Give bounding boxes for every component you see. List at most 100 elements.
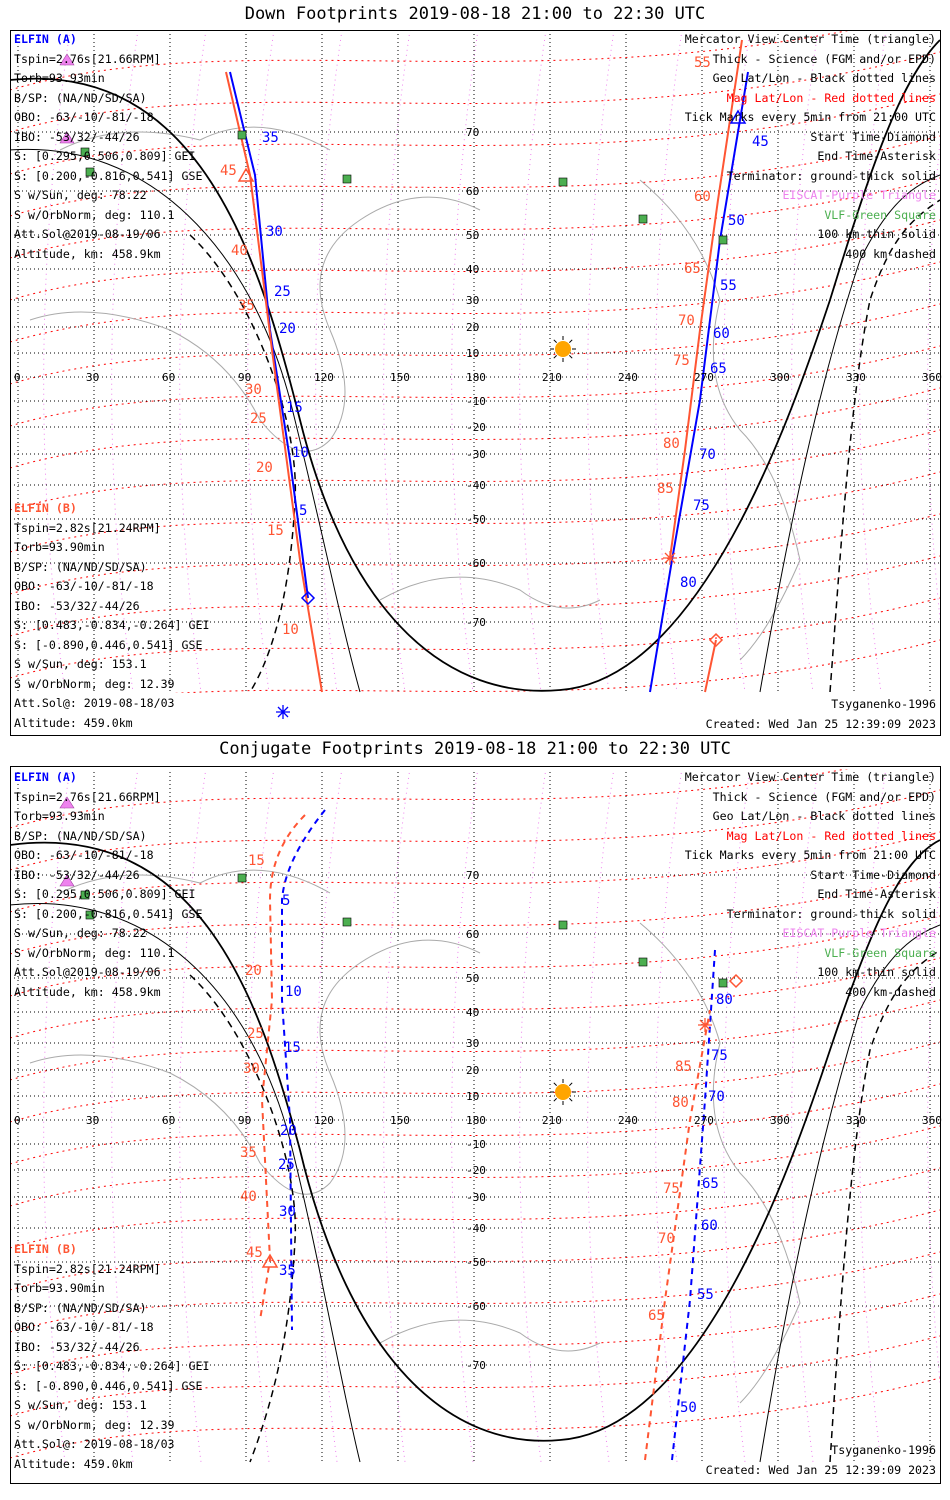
elfin-b-track-left bbox=[259, 814, 306, 1321]
eiscat-triangle-icon bbox=[59, 796, 75, 809]
elfin-b-tick-label: 30 bbox=[245, 382, 262, 398]
elfin-a-info-line: B/SP: (NA/ND/SD/SA) bbox=[14, 90, 147, 105]
elfin-a-info-line: S: [0.200,-0.816,0.541] GSE bbox=[14, 906, 203, 921]
latitude-label: 50 bbox=[466, 229, 479, 242]
legend-item: Tick Marks every 5min from 21:00 UTC bbox=[684, 848, 936, 862]
elfin-a-track-left bbox=[229, 71, 309, 599]
elfin-a-tick-label: 25 bbox=[278, 1157, 295, 1173]
mag-latitude-line bbox=[11, 471, 940, 553]
vlf-square-icon bbox=[80, 147, 90, 157]
mag-latitude-line bbox=[11, 135, 940, 217]
mag-longitude-line bbox=[791, 769, 819, 1463]
elfin-a-header: ELFIN (A) bbox=[14, 32, 77, 46]
elfin-b-tick-label: 15 bbox=[267, 523, 284, 539]
elfin-a-info-line: Altitude, km: 458.9km bbox=[14, 984, 161, 999]
elfin-a-tick-label: 30 bbox=[279, 1204, 296, 1220]
longitude-label: 180 bbox=[466, 371, 486, 384]
start-time-diamond-icon bbox=[300, 590, 316, 606]
mag-longitude-line bbox=[111, 769, 139, 1463]
latitude-label: -40 bbox=[466, 1222, 486, 1235]
elfin-b-info-line: IBO: -53/32/-44/26 bbox=[14, 1339, 140, 1354]
elfin-b-info-line: S w/Sun, deg: 153.1 bbox=[14, 1398, 147, 1412]
elfin-b-tick-label: 30 bbox=[243, 1061, 260, 1077]
elfin-b-info: ELFIN (B) Tspin=2.82s[21.24RPM] Torb=93.90… bbox=[14, 499, 209, 733]
elfin-a-tick-label: 20 bbox=[280, 1123, 297, 1139]
eiscat-triangle-icon bbox=[59, 53, 75, 66]
elfin-b-header: ELFIN (B) bbox=[14, 501, 77, 515]
elfin-b-header: ELFIN (B) bbox=[14, 1242, 77, 1256]
elfin-a-info-line: S w/Sun, deg: 78.22 bbox=[14, 188, 147, 202]
mag-latitude-line bbox=[11, 303, 940, 385]
elfin-a-tick-label: 55 bbox=[720, 278, 737, 294]
sun-icon bbox=[550, 1079, 576, 1105]
elfin-a-info-line: Altitude, km: 458.9km bbox=[14, 246, 161, 261]
longitude-label: 120 bbox=[314, 371, 334, 384]
legend-item: EISCAT-Purple Triangle bbox=[782, 926, 936, 940]
legend-item: End Time-Asterisk bbox=[817, 149, 936, 163]
longitude-label: 180 bbox=[466, 1114, 486, 1127]
elfin-b-tick-label: 70 bbox=[678, 313, 695, 329]
coastline bbox=[29, 196, 481, 452]
elfin-b-tick-label: 25 bbox=[250, 411, 267, 427]
latitude-label: -50 bbox=[466, 513, 486, 526]
elfin-a-tick-label: 5 bbox=[282, 893, 290, 909]
elfin-a-tick-label: 20 bbox=[279, 321, 296, 337]
elfin-b-tick-label: 15 bbox=[248, 853, 265, 869]
elfin-a-info-line: OBO: -63/-10/-81/-18 bbox=[14, 848, 154, 862]
terminator-ground bbox=[11, 839, 940, 1442]
mag-latitude-line bbox=[11, 387, 940, 469]
latitude-label: 30 bbox=[466, 1037, 479, 1050]
latitude-label: 40 bbox=[466, 1006, 479, 1019]
mag-latitude-line bbox=[11, 597, 940, 679]
elfin-b-info-line: Tspin=2.82s[21.24RPM] bbox=[14, 1261, 161, 1276]
map-legend: Mercator View Center Time (triangle) Thic… bbox=[685, 768, 936, 1002]
elfin-b-info-line: IBO: -53/32/-44/26 bbox=[14, 598, 140, 613]
elfin-a-tick-label: 70 bbox=[699, 447, 716, 463]
elfin-b-info-line: S: [-0.890,0.446,0.541] GSE bbox=[14, 637, 203, 652]
elfin-b-tick-label: 80 bbox=[663, 436, 680, 452]
mag-longitude-line bbox=[587, 769, 615, 1463]
latitude-label: 20 bbox=[466, 1064, 479, 1077]
elfin-b-tick-label: 70 bbox=[658, 1231, 675, 1247]
elfin-a-tick-label: 75 bbox=[711, 1048, 728, 1064]
elfin-b-info-line: S w/OrbNorm, deg: 12.39 bbox=[14, 1417, 175, 1432]
legend-item: Geo Lat/Lon - Black dotted lines bbox=[712, 809, 936, 823]
start-time-diamond-icon bbox=[728, 973, 744, 989]
elfin-b-tick-label: 45 bbox=[220, 163, 237, 179]
vlf-square-icon bbox=[237, 873, 247, 883]
latitude-label: -60 bbox=[466, 1300, 486, 1313]
longitude-label: 30 bbox=[86, 1114, 99, 1127]
mag-latitude-line bbox=[11, 1251, 940, 1333]
longitude-label: 60 bbox=[162, 371, 175, 384]
vlf-square-icon bbox=[85, 910, 95, 920]
elfin-b-info: ELFIN (B) Tspin=2.82s[21.24RPM] Torb=93.90… bbox=[14, 1240, 209, 1474]
mag-longitude-line bbox=[655, 769, 683, 1463]
legend-item: Tick Marks every 5min from 21:00 UTC bbox=[684, 110, 936, 124]
elfin-b-track-start bbox=[704, 639, 717, 693]
legend-item: Thick - Science (FGM and/or EPD) bbox=[712, 789, 936, 804]
latitude-label: 40 bbox=[466, 263, 479, 276]
elfin-a-tick-label: 35 bbox=[279, 1263, 296, 1279]
legend-item: Terminator: ground-thick solid bbox=[726, 168, 936, 183]
terminator-100km bbox=[11, 903, 940, 1463]
elfin-a-tick-label: 25 bbox=[274, 284, 291, 300]
center-time-triangle-icon bbox=[729, 109, 747, 124]
elfin-a-tick-label: 45 bbox=[752, 134, 769, 150]
elfin-a-info-line: S: [0.200,-0.816,0.541] GSE bbox=[14, 168, 203, 183]
mag-latitude-line bbox=[11, 1083, 940, 1165]
latitude-label: 50 bbox=[466, 972, 479, 985]
mag-latitude-line bbox=[11, 513, 940, 595]
eiscat-triangle-icon bbox=[59, 131, 75, 144]
coastline bbox=[29, 939, 481, 1195]
elfin-a-info-line: Torb=93.93min bbox=[14, 71, 105, 85]
longitude-label: 330 bbox=[846, 371, 866, 384]
elfin-b-info-line: S w/OrbNorm, deg: 12.39 bbox=[14, 676, 175, 691]
mag-latitude-line bbox=[11, 429, 940, 511]
elfin-a-info-line: Att.Sol@2019-08-19/06 bbox=[14, 965, 161, 979]
latitude-label: -30 bbox=[466, 448, 486, 461]
map-panel-1: 5 10 15 20 25 30 35 15 20 25 30 35 40 45 50 55 60 65 70 75 8… bbox=[11, 769, 942, 1463]
mag-longitude-line bbox=[451, 769, 479, 1463]
mag-longitude-line bbox=[927, 876, 940, 1387]
elfin-a-info-line: IBO: -53/32/-44/26 bbox=[14, 129, 140, 144]
longitude-label: 120 bbox=[314, 1114, 334, 1127]
